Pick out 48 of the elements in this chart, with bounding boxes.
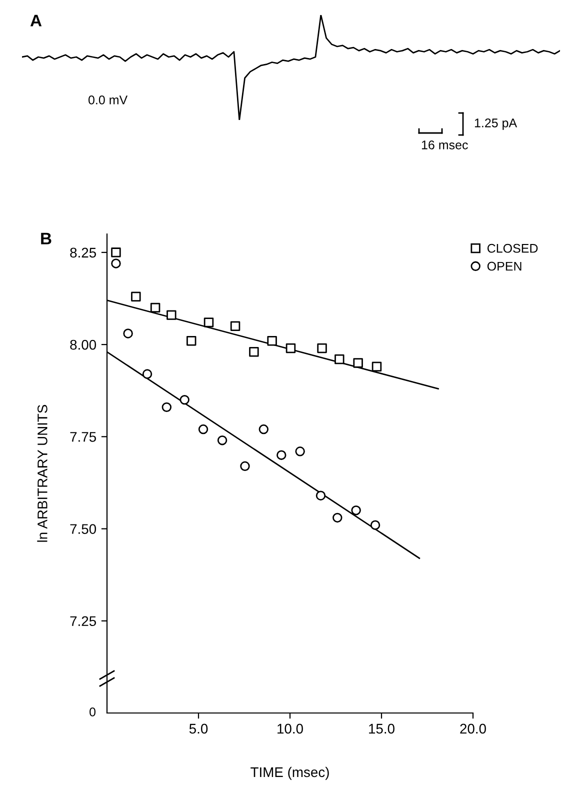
point xyxy=(286,343,296,354)
x-tick-label: 5.0 xyxy=(189,724,208,734)
x-tick-label: 20.0 xyxy=(460,724,486,734)
point xyxy=(370,520,380,530)
point xyxy=(249,347,259,357)
point xyxy=(180,394,190,405)
point xyxy=(267,336,277,346)
annotation: 0.0 mV xyxy=(88,96,128,104)
point xyxy=(316,490,326,500)
chart-title: A xyxy=(30,14,42,26)
y-tick-label: 8.25 xyxy=(70,248,96,258)
point xyxy=(295,446,305,456)
point xyxy=(111,258,121,268)
point xyxy=(142,369,152,379)
x-tick-label: 15.0 xyxy=(369,724,394,734)
text: 0 xyxy=(90,708,96,716)
point xyxy=(230,321,240,331)
point xyxy=(240,461,250,471)
annotation: 1.25 pA xyxy=(474,118,518,130)
point xyxy=(123,328,133,338)
y-tick-label: 8.00 xyxy=(70,340,96,350)
x-tick-label: 10.0 xyxy=(278,724,303,734)
point xyxy=(204,318,214,328)
chart-title: B xyxy=(41,232,52,244)
point xyxy=(351,505,361,516)
point xyxy=(258,424,269,434)
point xyxy=(186,336,196,346)
point xyxy=(353,358,363,368)
legend-label: CLOSED xyxy=(487,244,538,253)
point xyxy=(276,450,286,460)
point xyxy=(334,354,344,364)
point xyxy=(317,343,327,354)
point xyxy=(332,512,342,523)
y-axis-title: ln ARBITRARY UNITS xyxy=(37,404,48,542)
point xyxy=(198,424,208,434)
point xyxy=(372,362,382,372)
point xyxy=(131,292,141,302)
point xyxy=(111,248,121,258)
y-tick-label: 7.75 xyxy=(70,432,96,442)
y-tick-label: 7.50 xyxy=(70,524,96,534)
point xyxy=(150,302,160,313)
y-tick-label: 7.25 xyxy=(70,616,96,626)
legend-label: OPEN xyxy=(487,262,522,271)
point xyxy=(166,310,176,320)
point xyxy=(162,402,172,412)
x-axis-title: TIME (msec) xyxy=(250,766,329,780)
text: 16 msec xyxy=(422,140,468,150)
point xyxy=(217,435,228,446)
